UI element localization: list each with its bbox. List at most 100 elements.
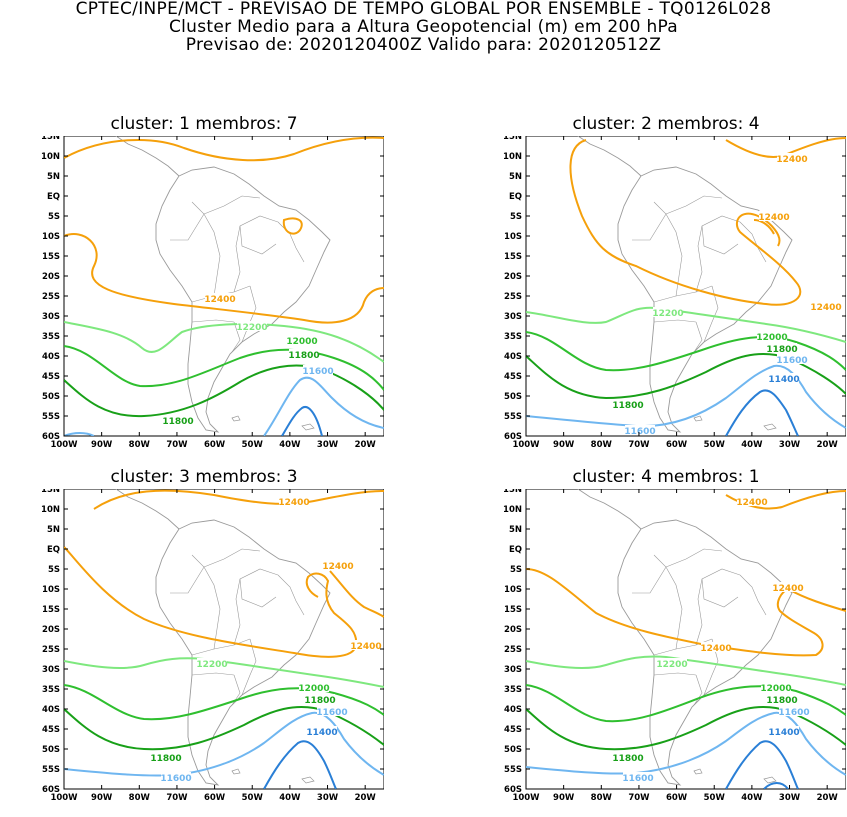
x-tick-label: 80W — [129, 793, 151, 803]
y-tick-label: 25S — [42, 292, 60, 302]
contour-label-bg — [657, 658, 687, 668]
x-tick-label: 70W — [166, 440, 188, 450]
contour-label: 11800 — [612, 401, 643, 411]
island — [301, 776, 315, 784]
y-tick-label: 50S — [42, 392, 60, 402]
contour-label-bg — [653, 307, 683, 317]
y-tick-label: 30S — [504, 665, 522, 675]
x-tick-label: 70W — [166, 793, 188, 803]
contour-label: 12400 — [736, 498, 767, 508]
map-frame — [63, 136, 384, 437]
x-tick-label: 70W — [628, 440, 650, 450]
y-tick-label: 60S — [504, 785, 522, 795]
country-border — [239, 225, 277, 255]
y-tick-label: 5S — [48, 212, 60, 222]
contour-label-bg — [769, 726, 799, 736]
contour-label: 12400 — [204, 295, 235, 305]
contour-label: 12400 — [700, 644, 731, 654]
map-canvas: 1240012400124001220012000118001180011600… — [503, 489, 846, 803]
y-tick-label: EQ — [47, 545, 60, 555]
x-tick-label: 40W — [741, 440, 763, 450]
country-border — [277, 574, 305, 616]
contour-label-bg — [303, 365, 333, 375]
contour-label: 11600 — [624, 427, 655, 437]
contour-label: 12200 — [652, 309, 683, 319]
contour-11600 — [526, 364, 846, 429]
contour-11800 — [526, 705, 846, 751]
x-tick-label: 50W — [242, 440, 264, 450]
map-frame — [525, 489, 846, 790]
y-tick-label: 20S — [42, 625, 60, 635]
contour-label: 12200 — [236, 323, 267, 333]
panel-title: cluster: 2 membros: 4 — [572, 114, 760, 134]
panel-title: cluster: 3 membros: 3 — [110, 467, 298, 487]
contour-label: 12400 — [278, 498, 309, 508]
y-tick-label: 60S — [42, 785, 60, 795]
contour-label-bg — [811, 301, 841, 311]
coastline — [155, 166, 331, 433]
contour-12200 — [526, 655, 846, 686]
country-border — [632, 213, 667, 241]
x-tick-label: 100W — [50, 440, 78, 450]
x-tick-label: 40W — [741, 793, 763, 803]
map-canvas: 1240012400124001220012000118001180011600… — [503, 136, 846, 450]
contour-label-bg — [197, 658, 227, 668]
y-tick-label: 50S — [504, 745, 522, 755]
contour-label: 11800 — [162, 417, 193, 427]
y-tick-label: 45S — [504, 725, 522, 735]
contour-label-bg — [323, 560, 353, 570]
y-tick-label: 45S — [504, 372, 522, 382]
contour-label: 11600 — [302, 367, 333, 377]
y-tick-label: 5N — [509, 525, 522, 535]
y-tick-label: 15N — [41, 489, 60, 495]
contour-12400 — [64, 233, 384, 324]
y-tick-label: EQ — [47, 192, 60, 202]
island — [693, 768, 703, 775]
country-border — [665, 548, 723, 568]
y-tick-label: 25S — [504, 292, 522, 302]
contour-label: 11800 — [304, 696, 335, 706]
contour-label: 11400 — [306, 728, 337, 738]
contour-label: 11600 — [622, 774, 653, 784]
coastline-central-america — [577, 489, 642, 530]
x-tick-label: 80W — [591, 793, 613, 803]
contour-label-bg — [777, 153, 807, 163]
map-canvas: 1240012400124001220012000118001180011600… — [41, 489, 384, 803]
contour-12400 — [526, 568, 824, 657]
contour-label-bg — [307, 726, 337, 736]
y-tick-label: 20S — [504, 625, 522, 635]
contour-12400 — [329, 570, 384, 618]
contour-label: 12000 — [286, 337, 317, 347]
contour-label: 11600 — [160, 774, 191, 784]
y-tick-label: 30S — [504, 312, 522, 322]
contour-label-bg — [237, 321, 267, 331]
contour-label-bg — [151, 752, 181, 762]
x-tick-label: 50W — [704, 440, 726, 450]
y-tick-label: 10S — [42, 585, 60, 595]
country-border — [653, 319, 697, 323]
contour-11800 — [64, 364, 384, 418]
y-tick-label: 35S — [42, 332, 60, 342]
contour-label-bg — [299, 682, 329, 692]
y-tick-label: EQ — [509, 192, 522, 202]
y-tick-label: 15S — [504, 605, 522, 615]
island — [763, 776, 777, 784]
contour-label-bg — [757, 331, 787, 341]
contour-label: 11600 — [316, 708, 347, 718]
y-tick-label: 10N — [503, 152, 522, 162]
header-line-2: Cluster Medio para a Altura Geopotencial… — [168, 17, 679, 37]
y-tick-label: 15S — [42, 605, 60, 615]
y-tick-label: 10S — [504, 585, 522, 595]
country-border — [665, 195, 723, 215]
country-border — [739, 221, 767, 263]
x-tick-label: 100W — [512, 440, 540, 450]
y-tick-label: 45S — [42, 725, 60, 735]
y-tick-label: 5S — [48, 565, 60, 575]
contour-label: 11400 — [768, 728, 799, 738]
country-border — [653, 201, 683, 297]
y-tick-label: 50S — [42, 745, 60, 755]
y-tick-label: 55S — [42, 765, 60, 775]
coastline — [617, 519, 793, 786]
contour-label: 12400 — [776, 155, 807, 165]
y-tick-label: 60S — [42, 432, 60, 442]
